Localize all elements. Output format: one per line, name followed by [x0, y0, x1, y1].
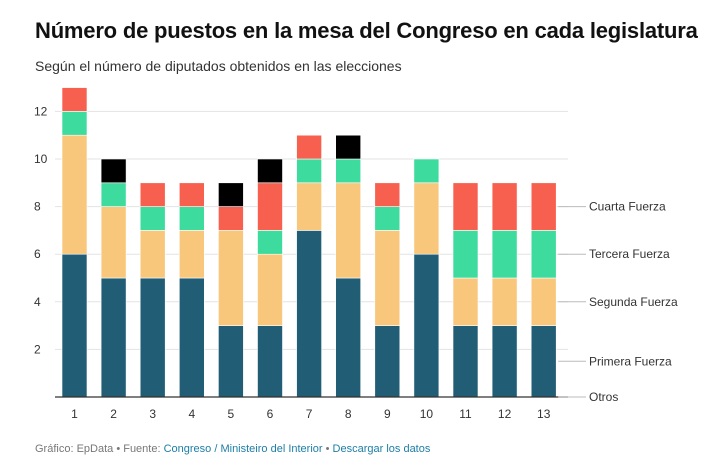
bar-segment-cuarta-fuerza [491, 182, 518, 231]
bar-segment-segunda-fuerza [413, 182, 440, 255]
bar-segment-tercera-fuerza [139, 206, 166, 231]
y-tick-label: 2 [34, 342, 41, 356]
bar-segment-segunda-fuerza [61, 134, 88, 255]
bar-segment-segunda-fuerza [374, 230, 401, 326]
legend-label-otros: Otros [589, 390, 618, 404]
bar-segment-cuarta-fuerza [257, 182, 283, 231]
bar-segment-primera-fuerza [296, 230, 322, 398]
x-tick-label: 7 [306, 407, 313, 421]
bar-segment-tercera-fuerza [335, 158, 362, 184]
x-tick-label: 8 [345, 407, 352, 421]
bar-segment-otros [335, 134, 362, 160]
legend-label-segunda-fuerza: Segunda Fuerza [589, 295, 678, 309]
y-tick-label: 6 [34, 247, 41, 261]
bar-segment-cuarta-fuerza [296, 134, 322, 160]
bar-segment-tercera-fuerza [491, 230, 518, 279]
y-tick-label: 10 [34, 152, 48, 166]
bar-segment-cuarta-fuerza [61, 87, 88, 112]
bar-segment-tercera-fuerza [257, 230, 283, 255]
source-link[interactable]: Congreso / Ministeiro del Interior [163, 443, 323, 455]
legend-label-primera-fuerza: Primera Fuerza [589, 354, 672, 368]
bar-segment-primera-fuerza [491, 325, 518, 398]
bar-segment-otros [257, 158, 283, 184]
x-tick-label: 12 [498, 407, 512, 421]
bar-segment-primera-fuerza [100, 277, 127, 398]
x-tick-label: 5 [228, 407, 235, 421]
bar-segment-primera-fuerza [61, 253, 88, 398]
bar-segment-tercera-fuerza [374, 206, 401, 231]
bar-segment-tercera-fuerza [530, 230, 557, 279]
bar-segment-cuarta-fuerza [530, 182, 557, 231]
bar-segment-primera-fuerza [452, 325, 479, 398]
bar-segment-tercera-fuerza [179, 206, 205, 231]
bar-segment-segunda-fuerza [335, 182, 362, 279]
x-tick-label: 3 [149, 407, 156, 421]
footer: Gráfico: EpData • Fuente: Congreso / Min… [35, 443, 430, 455]
x-tick-label: 1 [71, 407, 78, 421]
bar-segment-tercera-fuerza [296, 158, 322, 184]
bar-segment-cuarta-fuerza [139, 182, 166, 207]
x-tick-label: 11 [459, 407, 472, 421]
y-tick-label: 4 [34, 295, 41, 309]
bar-segment-cuarta-fuerza [218, 206, 244, 231]
y-tick-label: 8 [34, 200, 41, 214]
bar-segment-segunda-fuerza [296, 182, 322, 231]
bar-segment-primera-fuerza [530, 325, 557, 398]
bar-segment-segunda-fuerza [257, 253, 283, 326]
y-tick-label: 12 [34, 104, 48, 118]
footer-prefix: Gráfico: EpData • Fuente: [35, 443, 164, 455]
x-tick-label: 4 [188, 407, 195, 421]
bar-segment-segunda-fuerza [100, 206, 127, 279]
x-tick-label: 13 [537, 407, 551, 421]
bar-segment-primera-fuerza [335, 277, 362, 398]
bar-segment-cuarta-fuerza [374, 182, 401, 207]
bar-segment-primera-fuerza [374, 325, 401, 398]
bar-segment-segunda-fuerza [491, 277, 518, 326]
bar-segment-tercera-fuerza [413, 158, 440, 184]
legend-label-tercera-fuerza: Tercera Fuerza [589, 247, 670, 261]
bar-segment-segunda-fuerza [452, 277, 479, 326]
bar-segment-primera-fuerza [179, 277, 205, 398]
bar-segment-primera-fuerza [257, 325, 283, 398]
bar-segment-tercera-fuerza [100, 182, 127, 207]
bar-segment-tercera-fuerza [61, 111, 88, 136]
x-tick-label: 2 [110, 407, 117, 421]
x-tick-label: 6 [267, 407, 274, 421]
legend-label-cuarta-fuerza: Cuarta Fuerza [589, 200, 666, 214]
bar-segment-segunda-fuerza [218, 230, 244, 326]
bar-segment-otros [218, 182, 244, 207]
bar-segment-primera-fuerza [218, 325, 244, 398]
x-tick-label: 9 [384, 407, 391, 421]
footer-separator: • [322, 443, 333, 455]
download-data-link[interactable]: Descargar los datos [332, 443, 431, 455]
bar-segment-cuarta-fuerza [452, 182, 479, 231]
chart-title: Número de puestos en la mesa del Congres… [35, 18, 698, 43]
x-tick-label: 10 [420, 407, 434, 421]
bar-segment-primera-fuerza [413, 253, 440, 398]
bar-segment-segunda-fuerza [530, 277, 557, 326]
chart-subtitle: Según el número de diputados obtenidos e… [35, 58, 402, 74]
bar-segment-cuarta-fuerza [179, 182, 205, 207]
bar-segment-segunda-fuerza [179, 230, 205, 279]
bar-segment-otros [100, 158, 127, 184]
bar-segment-tercera-fuerza [452, 230, 479, 279]
bar-segment-primera-fuerza [139, 277, 166, 398]
bar-segment-segunda-fuerza [139, 230, 166, 279]
